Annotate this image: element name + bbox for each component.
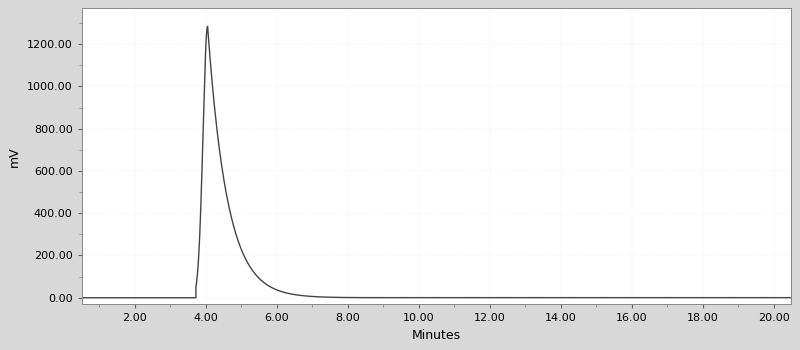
X-axis label: Minutes: Minutes (412, 329, 461, 342)
Y-axis label: mV: mV (8, 146, 22, 167)
